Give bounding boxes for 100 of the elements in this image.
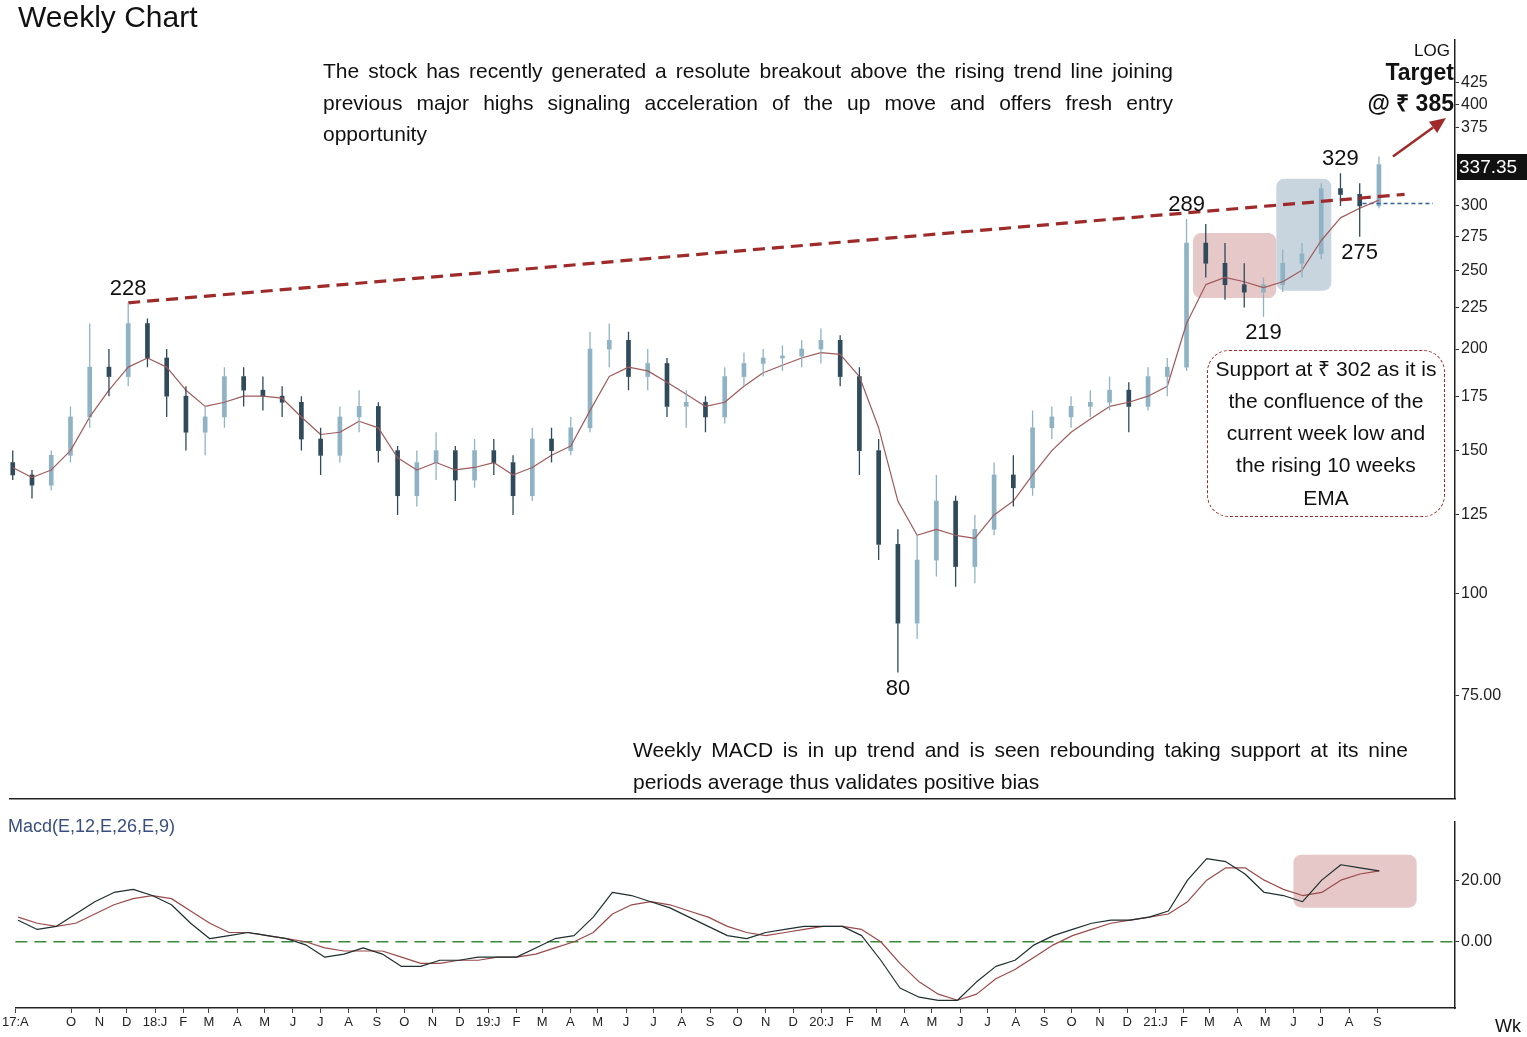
x-tick-label: M [926,1014,938,1030]
x-tick-label: 18:J [142,1014,168,1030]
candlestick [202,405,208,456]
x-tick-label: A [1011,1014,1021,1030]
y-tick-label: 425 [1461,73,1488,91]
x-tick-label: S [1373,1014,1383,1030]
x-tick-label: M [1204,1014,1215,1030]
chart-title: Macd(E,12,E,26,E,9) [8,816,176,837]
candlestick [87,322,93,429]
y-tick-label: 225 [1461,297,1488,315]
candlestick [1338,172,1343,207]
x-tick-label: S [1039,1014,1049,1030]
candlestick [1126,381,1132,433]
y-tick-label: 125 [1461,505,1488,523]
annotation: 289 [1168,191,1205,217]
x-tick-label: O [66,1014,77,1030]
y-tick-label: 150 [1461,441,1488,458]
x-tick-label: A [1233,1014,1243,1030]
annotation: 275 [1341,238,1379,264]
annotation: 329 [1322,145,1359,171]
x-tick-label: N [1095,1014,1105,1030]
candlestick [703,395,708,433]
y-tick-label: 0.00 [1461,932,1493,950]
y-tick-label: 100 [1461,584,1488,602]
candlestick [164,348,170,418]
y-tick-label: 250 [1461,260,1488,278]
candlestick [318,427,323,476]
candlestick [645,348,651,391]
candlestick [1107,375,1112,412]
x-tick-label: D [788,1014,798,1030]
candlestick [491,438,497,476]
y-tick-label: 175 [1461,386,1488,404]
x-tick-label: J [1317,1014,1325,1030]
x-tick-label: A [1344,1014,1354,1030]
text: 337.35 [1457,154,1527,180]
candlestick [1184,218,1189,372]
y-tick-label: 400 [1461,94,1488,112]
candlestick [1030,409,1035,497]
candlestick [472,438,477,489]
candlestick [799,339,805,368]
x-tick-label: J [289,1014,297,1030]
annotation: 80 [885,674,911,700]
x-tick-label: M [203,1014,215,1030]
x-tick-label: J [622,1014,630,1030]
y-tick-label: 75.00 [1461,685,1502,703]
x-tick-label: J [1290,1014,1297,1030]
candlestick [1049,405,1055,440]
candlestick [953,495,958,588]
annotation: The stock has recently generated a resolute breakout above the rising trend line joining previous major highs signaling acceleration of the up move and offers fresh entry opportunity [323,58,1173,147]
x-tick-label: 17:A [2,1014,30,1030]
annotation: 228 [109,274,147,300]
y-tick-label: 200 [1461,339,1488,357]
annotation: Weekly MACD is in up trend and is seen rebounding taking support at its nine periods average thus validates positive bias [633,737,1408,795]
candlestick [1280,249,1286,293]
x-tick-label: J [956,1014,964,1030]
x-tick-label: N [427,1014,438,1030]
x-tick-label: N [761,1014,771,1030]
candlestick [606,322,612,368]
candlestick [857,366,862,476]
candlestick [125,302,131,387]
candlestick [876,438,881,561]
candlestick [1087,389,1093,418]
y-tick-label: 275 [1461,227,1488,245]
x-tick-label: F [179,1014,188,1030]
annotation: 219 [1245,319,1282,345]
x-tick-label: J [984,1014,991,1030]
candlestick [1011,454,1016,508]
x-tick-label: N [94,1014,105,1030]
candlestick [760,348,766,378]
x-tick-label: M [1259,1014,1271,1030]
x-tick-label: 21:J [1143,1014,1168,1030]
x-tick-label: D [122,1014,132,1030]
x-tick-label: F [845,1014,854,1030]
y-tick-label: 375 [1461,117,1488,135]
x-tick-label: M [259,1014,271,1030]
candlestick [222,366,227,429]
x-tick-label: A [566,1014,576,1030]
candlestick [626,331,631,391]
x-tick-label: O [399,1014,410,1030]
x-tick-label: 20:J [809,1014,834,1030]
candlestick [452,445,458,502]
x-tick-label: M [592,1014,604,1030]
x-tick-label: S [705,1014,715,1030]
x-tick-label: S [372,1014,382,1030]
candlestick [1241,262,1247,309]
chart-title: Weekly Chart [18,0,198,34]
x-tick-label: A [232,1014,242,1030]
y-tick-label: 20.00 [1461,870,1502,888]
candlestick [241,366,246,408]
x-tick-label: M [870,1014,882,1030]
x-tick-label: J [317,1014,324,1030]
x-tick-label: A [677,1014,687,1030]
x-tick-label: M [536,1014,548,1030]
annotation: Support at ₹ 302 as it is the confluence of the current week low and the rising 10 weeks EMA [1207,350,1445,517]
candlestick [549,427,554,464]
x-tick-label: 19:J [475,1014,501,1030]
candlestick [1203,223,1209,279]
x-tick-label: D [455,1014,465,1030]
candlestick [395,445,400,516]
x-tick-label: F [1179,1014,1188,1030]
